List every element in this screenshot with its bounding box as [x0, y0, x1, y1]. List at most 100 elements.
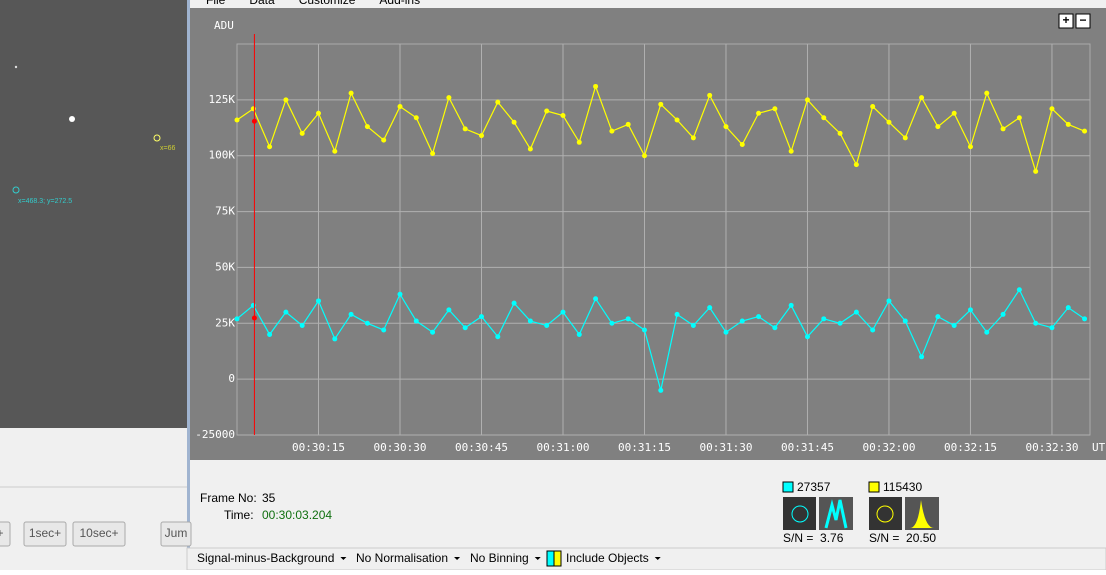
data-point [804, 97, 810, 103]
dropdown-arrow [654, 557, 661, 560]
data-point [397, 291, 403, 297]
data-point [772, 325, 778, 331]
x-tick-label: 00:32:00 [862, 441, 915, 454]
data-point [804, 334, 810, 340]
x-tick-label: 00:30:45 [455, 441, 508, 454]
button[interactable] [23, 521, 67, 547]
toolbar-dropdown[interactable]: Include Objects [566, 551, 649, 565]
data-point [772, 106, 778, 112]
x-tick-label: 00:30:30 [374, 441, 427, 454]
toolbar-dropdown[interactable]: No Binning [470, 551, 529, 565]
x-tick-label: 00:31:00 [536, 441, 589, 454]
data-point [283, 97, 289, 103]
data-point [250, 302, 256, 308]
data-point [707, 92, 713, 98]
psf-plot [910, 500, 934, 528]
zoom-button[interactable] [1075, 13, 1091, 29]
data-point [674, 311, 680, 317]
toolbar-dropdown[interactable]: No Normalisation [356, 551, 448, 565]
data-point [641, 327, 647, 333]
include-icon [546, 550, 555, 567]
data-point [837, 130, 843, 136]
data-point [462, 325, 468, 331]
data-point [267, 331, 273, 337]
y-tick-label: -25000 [195, 428, 235, 441]
menu-item[interactable]: Add-ins [379, 0, 420, 7]
data-point [299, 130, 305, 136]
controls [0, 428, 187, 570]
data-point [364, 124, 370, 130]
star [69, 116, 75, 122]
data-point [690, 135, 696, 141]
data-point [739, 318, 745, 324]
data-point [674, 117, 680, 123]
chart-area [190, 8, 1106, 460]
x-tick-label: 00:31:45 [781, 441, 834, 454]
data-point [870, 327, 876, 333]
data-point [576, 139, 582, 145]
snr-label: S/N = 20.50 [869, 531, 936, 545]
zoom-button[interactable] [1058, 13, 1074, 29]
menu-item[interactable]: Customize [299, 0, 356, 7]
zoom-button-label[interactable]: + [1062, 13, 1069, 27]
data-point [1033, 320, 1039, 326]
y-tick-label: 125K [209, 93, 236, 106]
data-point [756, 314, 762, 320]
data-point [544, 108, 550, 114]
x-tick-label: 00:31:30 [699, 441, 752, 454]
data-point [690, 323, 696, 329]
data-point [593, 83, 599, 89]
thumbnail-aperture [791, 505, 809, 523]
data-point [935, 314, 941, 320]
include-icon [553, 550, 562, 567]
data-point [919, 354, 925, 360]
data-point [1065, 121, 1071, 127]
data-point [1000, 126, 1006, 132]
data-point [1082, 316, 1088, 322]
data-point [446, 95, 452, 101]
time-value: 00:30:03.204 [262, 508, 332, 522]
toolbar-dropdown[interactable]: Signal-minus-Background [197, 551, 334, 565]
button[interactable] [160, 521, 192, 547]
label: Time: [224, 508, 254, 522]
data-point [609, 320, 615, 326]
button-label[interactable]: Jum [165, 526, 188, 540]
data-point [234, 117, 240, 123]
data-point [267, 144, 273, 150]
y-tick-label: 100K [209, 149, 236, 162]
menu-item[interactable]: File [206, 0, 226, 7]
menu-item[interactable]: Data [249, 0, 275, 7]
x-tick-label: 00:32:30 [1025, 441, 1078, 454]
data-point [462, 126, 468, 132]
data-point [1016, 287, 1022, 293]
data-point [739, 142, 745, 148]
data-point [723, 329, 729, 335]
y-tick-label: 75K [215, 205, 235, 218]
data-point [625, 316, 631, 322]
data-point [1016, 115, 1022, 121]
data-point [495, 334, 501, 340]
data-point [364, 320, 370, 326]
thumbnail [869, 497, 902, 530]
data-point [413, 115, 419, 121]
data-point [984, 329, 990, 335]
data-point [430, 329, 436, 335]
object-swatch [868, 481, 880, 493]
button[interactable] [0, 521, 11, 547]
button-label[interactable]: 10sec+ [79, 526, 118, 540]
aperture [12, 186, 20, 194]
data-point [511, 300, 517, 306]
data-point [478, 133, 484, 139]
star [14, 65, 18, 69]
data-point [984, 90, 990, 96]
button-label[interactable]: + [0, 526, 4, 540]
button[interactable] [72, 521, 126, 547]
data-point [886, 119, 892, 125]
data-point [315, 298, 321, 304]
button-label[interactable]: 1sec+ [29, 526, 61, 540]
data-point [951, 323, 957, 329]
object-value: 27357 [797, 480, 831, 494]
zoom-button-label[interactable]: − [1079, 13, 1086, 27]
data-point [723, 124, 729, 130]
